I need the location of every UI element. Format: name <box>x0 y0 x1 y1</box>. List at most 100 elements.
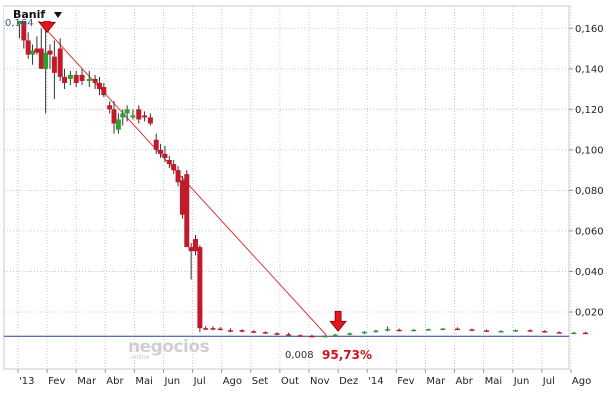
candle-body <box>171 164 177 171</box>
candle-body <box>142 115 148 118</box>
y-tick-label: 0,140 <box>575 64 604 75</box>
x-tick-label: Set <box>252 376 268 387</box>
candle-body <box>179 180 185 215</box>
y-axis: 0,020 0,040 0,060 0,080 0,100 0,120 0,140 0,160… <box>569 24 604 318</box>
x-tick-label: '14 <box>368 376 383 387</box>
candle-body <box>51 56 57 73</box>
candle-body <box>210 328 216 330</box>
candle-body <box>373 330 379 333</box>
x-tick-label: Out <box>281 376 299 387</box>
candle-body <box>361 331 367 334</box>
candle-body <box>542 331 548 333</box>
candle-body <box>47 50 53 55</box>
watermark-subtext: online <box>131 354 150 361</box>
candle-body <box>96 82 102 90</box>
y-tick-label: 0,160 <box>575 24 604 35</box>
candle-body <box>274 333 280 335</box>
candle-body <box>193 239 199 252</box>
candle-body <box>498 331 504 333</box>
candle-body <box>571 332 577 335</box>
candle-body <box>136 109 142 120</box>
instrument-name[interactable]: Banif <box>13 8 45 21</box>
y-tick-label: 0,080 <box>575 186 604 197</box>
candle-body <box>188 247 194 252</box>
x-tick-label: Jul <box>542 376 555 387</box>
candle-body <box>297 335 303 337</box>
candle-body <box>227 330 233 332</box>
candle-body <box>197 247 203 329</box>
x-axis: '13 Fev Mar Abr Mai Jun Jul Ago Set Out Nov Dez '14 F… <box>17 369 591 387</box>
watermark-text: negocios <box>128 337 210 357</box>
triangle-down-icon[interactable] <box>54 12 62 18</box>
candle-body <box>111 109 117 124</box>
candle-body <box>184 174 190 248</box>
instrument-selector-bg[interactable] <box>4 7 66 21</box>
candle-body <box>43 52 49 69</box>
candle-body <box>92 78 98 83</box>
candle-body <box>440 328 446 331</box>
candle-body <box>130 115 136 118</box>
candle-body <box>556 332 562 334</box>
candle-body <box>484 330 490 332</box>
candle-body <box>469 329 475 331</box>
y-tick-label: 0,020 <box>575 307 604 318</box>
instrument-selector[interactable]: Banif <box>4 7 66 21</box>
candle-body <box>62 76 68 83</box>
candle-body <box>582 332 588 335</box>
candle-body <box>309 335 315 338</box>
x-tick-label: Ago <box>223 376 242 387</box>
candle-body <box>527 330 533 332</box>
change-percent-label: 95,73% <box>322 348 372 362</box>
plot-area <box>3 5 570 370</box>
x-tick-label: Jun <box>513 376 530 387</box>
candle-body <box>347 333 353 335</box>
y-tick-label: 0,040 <box>575 267 604 278</box>
candle-body <box>454 328 460 331</box>
candle-body <box>411 329 417 332</box>
candle-body <box>147 117 153 124</box>
x-tick-label: Fev <box>397 376 414 387</box>
candle-body <box>21 20 27 41</box>
x-tick-label: '13 <box>19 376 34 387</box>
watermark-logo: negocios online <box>128 337 210 361</box>
candle-body <box>425 329 431 331</box>
x-tick-label: Jun <box>164 376 181 387</box>
x-tick-label: Dez <box>339 376 358 387</box>
candle-body <box>124 109 130 114</box>
candle-body <box>262 332 268 334</box>
candle-body <box>217 328 223 331</box>
start-price-label: 0,164 <box>5 18 34 29</box>
candle-body <box>38 48 44 69</box>
x-tick-label: Mai <box>135 376 153 387</box>
candles <box>16 12 588 338</box>
candle-body <box>153 139 159 150</box>
x-tick-label: Ago <box>572 376 591 387</box>
x-tick-label: Jul <box>193 376 206 387</box>
candle-body <box>73 74 79 83</box>
candle-body <box>286 334 292 336</box>
candle-body <box>57 48 63 77</box>
x-tick-label: Mai <box>485 376 503 387</box>
x-tick-label: Fev <box>48 376 65 387</box>
grid <box>4 6 572 369</box>
candle-body <box>251 331 257 333</box>
candle-body <box>162 153 168 158</box>
candle-body <box>158 149 164 154</box>
candle-body <box>67 74 73 79</box>
candle-body <box>16 20 22 25</box>
candle-body <box>30 50 36 55</box>
candle-body <box>396 329 402 332</box>
candle-body <box>385 329 391 331</box>
candle-body <box>513 330 519 332</box>
last-price-label: 0,008 <box>285 350 314 361</box>
candle-body <box>175 170 181 183</box>
x-tick-label: Abr <box>106 376 124 387</box>
candle-body <box>86 78 92 81</box>
candle-body <box>115 119 121 130</box>
x-tick-label: Mar <box>426 376 446 387</box>
candle-body <box>239 330 245 332</box>
candle-body <box>25 40 31 55</box>
candle-body <box>79 74 85 81</box>
x-tick-label: Mar <box>77 376 97 387</box>
